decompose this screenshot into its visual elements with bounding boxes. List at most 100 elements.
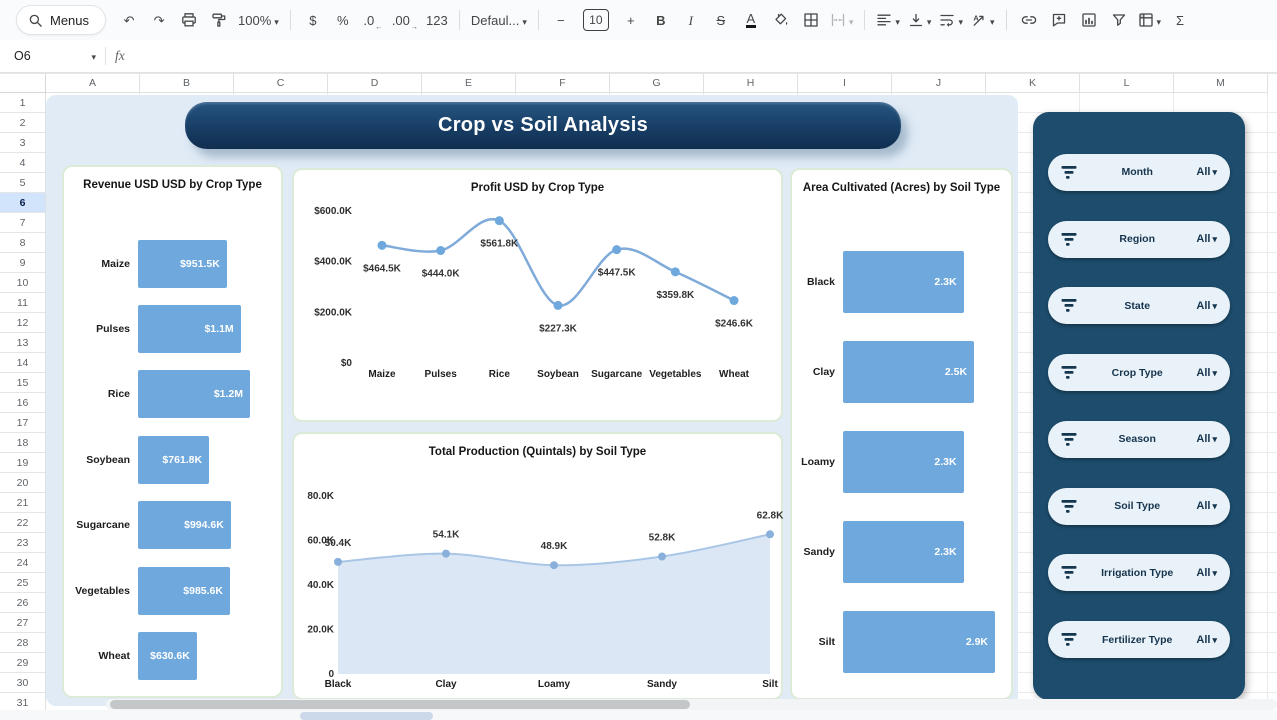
bottom-scrollbar-segment[interactable] xyxy=(300,712,433,720)
row-header-14[interactable]: 14 xyxy=(0,353,46,373)
filter-fertilizer-type-button[interactable]: Fertilizer Type All xyxy=(1048,621,1230,659)
row-header-26[interactable]: 26 xyxy=(0,593,46,613)
insert-comment-button[interactable] xyxy=(1046,7,1072,33)
filter-state-button[interactable]: State All xyxy=(1048,287,1230,325)
fill-color-button[interactable] xyxy=(768,7,794,33)
row-header-29[interactable]: 29 xyxy=(0,653,46,673)
format-percent-button[interactable]: % xyxy=(330,7,356,33)
name-box[interactable]: O6 xyxy=(0,49,96,63)
column-header-c[interactable]: C xyxy=(234,74,328,93)
production-chart-card[interactable]: Total Production (Quintals) by Soil Type… xyxy=(292,432,784,700)
column-header-k[interactable]: K xyxy=(986,74,1080,93)
row-header-7[interactable]: 7 xyxy=(0,213,46,233)
column-header-m[interactable]: M xyxy=(1174,74,1268,93)
column-header-a[interactable]: A xyxy=(46,74,140,93)
row-header-22[interactable]: 22 xyxy=(0,513,46,533)
area-cultivated-chart-card[interactable]: Area Cultivated (Acres) by Soil Type Bla… xyxy=(790,168,1013,700)
toolbar: Menus ↶↷ 100% $%.0←.00→123 Defaul...−10+BIS… xyxy=(0,0,1277,40)
column-header-b[interactable]: B xyxy=(140,74,234,93)
filter-region-button[interactable]: Region All xyxy=(1048,220,1230,258)
bar-black: 2.3K xyxy=(843,251,964,313)
area-cultivated-bars: Black 2.3K Clay 2.5K Loamy 2.3K Sandy 2.3K Silt 2… xyxy=(792,237,1005,687)
increase-decimal-sub-icon: → xyxy=(410,24,418,31)
row-header-21[interactable]: 21 xyxy=(0,493,46,513)
row-header-6[interactable]: 6 xyxy=(0,193,46,213)
strikethrough-button[interactable]: S xyxy=(708,7,734,33)
redo-button[interactable]: ↷ xyxy=(146,7,172,33)
vertical-align-button[interactable] xyxy=(906,7,934,33)
row-header-20[interactable]: 20 xyxy=(0,473,46,493)
insert-chart-button[interactable] xyxy=(1076,7,1102,33)
horizontal-scrollbar-thumb[interactable] xyxy=(110,700,690,709)
formula-input[interactable] xyxy=(125,40,1277,72)
row-header-23[interactable]: 23 xyxy=(0,533,46,553)
borders-button[interactable] xyxy=(798,7,824,33)
text-rotation-button[interactable]: A xyxy=(969,7,997,33)
functions-button[interactable]: Σ xyxy=(1167,7,1193,33)
zoom-button[interactable]: 100% xyxy=(236,7,281,33)
text-color-button[interactable]: A xyxy=(738,7,764,33)
row-header-9[interactable]: 9 xyxy=(0,253,46,273)
row-header-1[interactable]: 1 xyxy=(0,93,46,113)
row-header-10[interactable]: 10 xyxy=(0,273,46,293)
menus-button[interactable]: Menus xyxy=(16,5,107,35)
print-button[interactable] xyxy=(176,7,202,33)
column-header-l[interactable]: L xyxy=(1080,74,1174,93)
more-formats-button[interactable]: 123 xyxy=(424,7,450,33)
svg-text:$227.3K: $227.3K xyxy=(539,323,578,334)
profit-chart-card[interactable]: Profit USD by Crop Type $600.0K $400.0K $2… xyxy=(292,168,783,422)
row-header-19[interactable]: 19 xyxy=(0,453,46,473)
column-header-i[interactable]: I xyxy=(798,74,892,93)
bar-track: 2.5K xyxy=(843,341,1005,403)
increase-font-size-button[interactable]: + xyxy=(618,7,644,33)
decrease-font-size-button[interactable]: − xyxy=(548,7,574,33)
italic-button[interactable]: I xyxy=(678,7,704,33)
column-header-e[interactable]: E xyxy=(422,74,516,93)
row-header-3[interactable]: 3 xyxy=(0,133,46,153)
row-header-25[interactable]: 25 xyxy=(0,573,46,593)
horizontal-align-button[interactable] xyxy=(874,7,902,33)
row-header-24[interactable]: 24 xyxy=(0,553,46,573)
row-header-27[interactable]: 27 xyxy=(0,613,46,633)
column-header-j[interactable]: J xyxy=(892,74,986,93)
bold-button[interactable]: B xyxy=(648,7,674,33)
row-header-17[interactable]: 17 xyxy=(0,413,46,433)
create-filter-button[interactable] xyxy=(1106,7,1132,33)
horizontal-scrollbar[interactable] xyxy=(106,699,1277,710)
table-views-button[interactable] xyxy=(1136,7,1164,33)
row-header-28[interactable]: 28 xyxy=(0,633,46,653)
row-header-30[interactable]: 30 xyxy=(0,673,46,693)
insert-link-button[interactable] xyxy=(1016,7,1042,33)
select-all-corner[interactable] xyxy=(0,73,46,93)
filter-irrigation-type-button[interactable]: Irrigation Type All xyxy=(1048,554,1230,592)
text-wrap-button[interactable] xyxy=(937,7,965,33)
row-header-16[interactable]: 16 xyxy=(0,393,46,413)
filter-soil-type-button[interactable]: Soil Type All xyxy=(1048,487,1230,525)
row-header-15[interactable]: 15 xyxy=(0,373,46,393)
filter-crop-type-button[interactable]: Crop Type All xyxy=(1048,354,1230,392)
filter-season-button[interactable]: Season All xyxy=(1048,420,1230,458)
row-header-4[interactable]: 4 xyxy=(0,153,46,173)
font-family-button[interactable]: Defaul... xyxy=(469,7,529,33)
column-header-f[interactable]: F xyxy=(516,74,610,93)
column-header-h[interactable]: H xyxy=(704,74,798,93)
row-header-12[interactable]: 12 xyxy=(0,313,46,333)
undo-button[interactable]: ↶ xyxy=(116,7,142,33)
row-header-5[interactable]: 5 xyxy=(0,173,46,193)
format-currency-button[interactable]: $ xyxy=(300,7,326,33)
column-header-d[interactable]: D xyxy=(328,74,422,93)
bar-value-label: 2.3K xyxy=(934,276,957,288)
column-header-g[interactable]: G xyxy=(610,74,704,93)
font-size-button[interactable]: 10 xyxy=(578,7,614,33)
row-header-18[interactable]: 18 xyxy=(0,433,46,453)
bar-category-label: Sugarcane xyxy=(76,519,130,532)
paint-format-button[interactable] xyxy=(206,7,232,33)
revenue-chart-card[interactable]: Revenue USD USD by Crop Type Maize $951.5… xyxy=(62,165,283,698)
decrease-decimal-button[interactable]: .0 ← xyxy=(360,7,386,33)
row-header-11[interactable]: 11 xyxy=(0,293,46,313)
row-header-2[interactable]: 2 xyxy=(0,113,46,133)
row-header-13[interactable]: 13 xyxy=(0,333,46,353)
increase-decimal-button[interactable]: .00 → xyxy=(390,7,420,33)
filter-month-button[interactable]: Month All xyxy=(1048,153,1230,191)
row-header-8[interactable]: 8 xyxy=(0,233,46,253)
